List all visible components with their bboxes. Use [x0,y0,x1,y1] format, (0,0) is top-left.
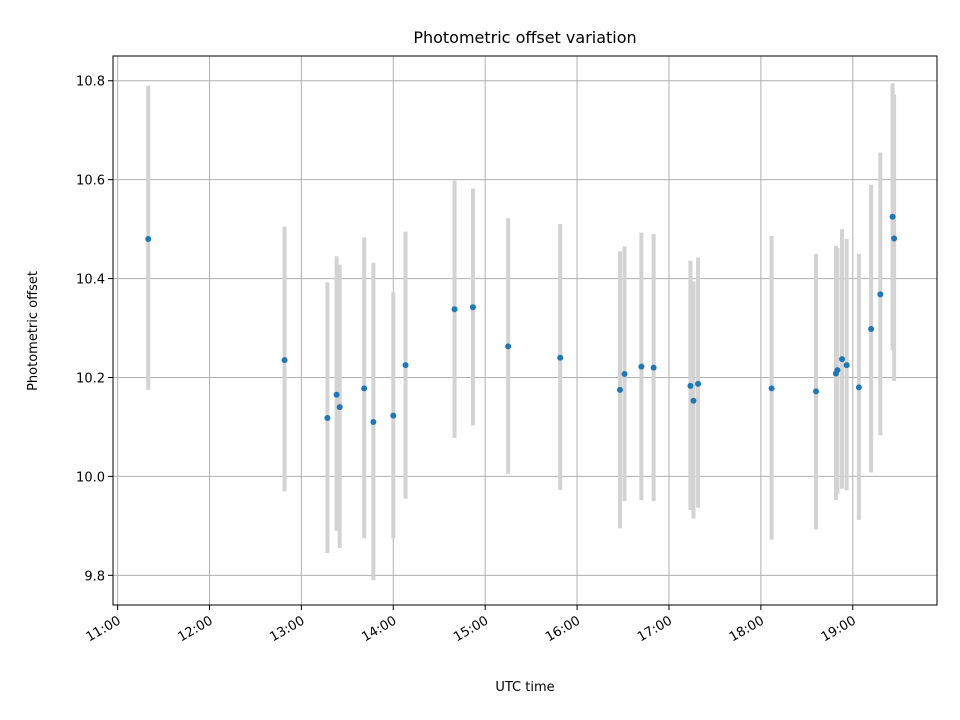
point-layer [145,213,898,425]
y-tick-label: 10.8 [76,75,105,90]
data-point [768,385,775,392]
data-point [145,236,152,242]
data-point [891,235,898,242]
data-point [889,213,896,220]
data-point [324,415,331,422]
data-point [469,304,476,311]
y-tick-label: 10.0 [76,470,105,485]
data-point [877,291,884,298]
y-tick-label: 10.2 [76,371,105,386]
data-point [690,397,697,404]
data-point [616,386,623,393]
y-tick-label: 10.4 [76,273,105,288]
x-axis-label: UTC time [495,680,554,695]
data-point [505,343,512,350]
data-point [855,384,862,391]
data-point [281,357,288,364]
chart-title: Photometric offset variation [413,28,636,47]
data-point [336,404,343,411]
data-point [813,388,820,395]
data-point [868,326,875,333]
data-point [557,354,564,361]
data-point [839,356,846,363]
data-point [834,367,841,374]
data-point [650,364,657,371]
data-point [687,382,694,389]
data-point [621,371,628,378]
data-point [361,385,368,392]
data-point [451,306,458,313]
data-point [333,391,340,398]
plot-frame [112,55,938,606]
y-axis-label: Photometric offset [26,271,41,391]
data-point [695,380,702,387]
y-tick-label: 9.8 [84,569,105,584]
data-point [843,362,850,369]
data-point [370,419,377,425]
grid-layer [113,56,937,605]
data-point [402,362,409,369]
data-point [638,363,645,370]
data-point [390,412,397,419]
y-tick-label: 10.6 [76,174,105,189]
